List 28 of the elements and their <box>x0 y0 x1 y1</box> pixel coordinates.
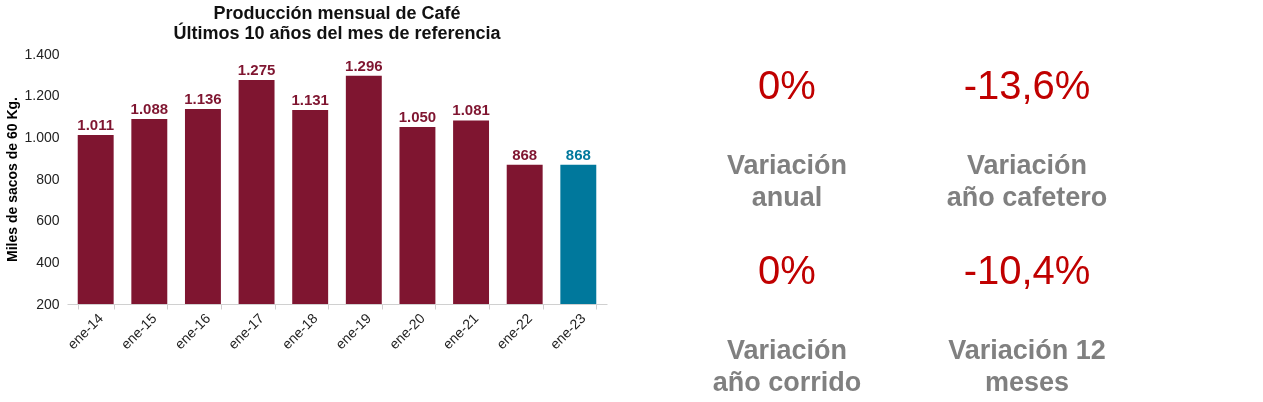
text: Variación anual <box>726 150 848 213</box>
data-label: 1.136 <box>184 90 222 107</box>
y-tick-label: 1.200 <box>24 87 60 104</box>
data-label: 868 <box>512 145 538 163</box>
text: 0% <box>758 247 816 292</box>
data-label: 868 <box>565 145 591 163</box>
text: -10,4% <box>963 247 1091 292</box>
data-label: 1.131 <box>291 91 329 109</box>
text: Últimos 10 años del mes de referencia <box>173 23 501 43</box>
data-label: 1.088 <box>130 100 169 117</box>
data-label: 1.081 <box>452 101 490 119</box>
text: Variación año cafetero <box>946 150 1108 213</box>
y-tick-label: 1.400 <box>24 45 60 62</box>
data-label: 1.011 <box>77 116 115 134</box>
text: Producción mensual de Café <box>213 3 461 23</box>
text: Variación 12 meses <box>948 335 1106 397</box>
y-tick-label: 1.000 <box>24 128 60 145</box>
text: Variación año corrido <box>712 335 862 397</box>
data-label: 1.275 <box>237 61 276 79</box>
data-label: 1.050 <box>398 107 437 125</box>
y-tick-label: 400 <box>36 253 60 270</box>
y-axis-title: Miles de sacos de 60 Kg. <box>4 97 21 262</box>
text: -13,6% <box>963 63 1091 107</box>
data-label: 1.296 <box>345 56 383 74</box>
y-tick-label: 200 <box>36 295 60 312</box>
y-tick-label: 800 <box>36 170 60 187</box>
y-tick-label: 600 <box>36 212 60 229</box>
text: 0% <box>758 63 816 107</box>
